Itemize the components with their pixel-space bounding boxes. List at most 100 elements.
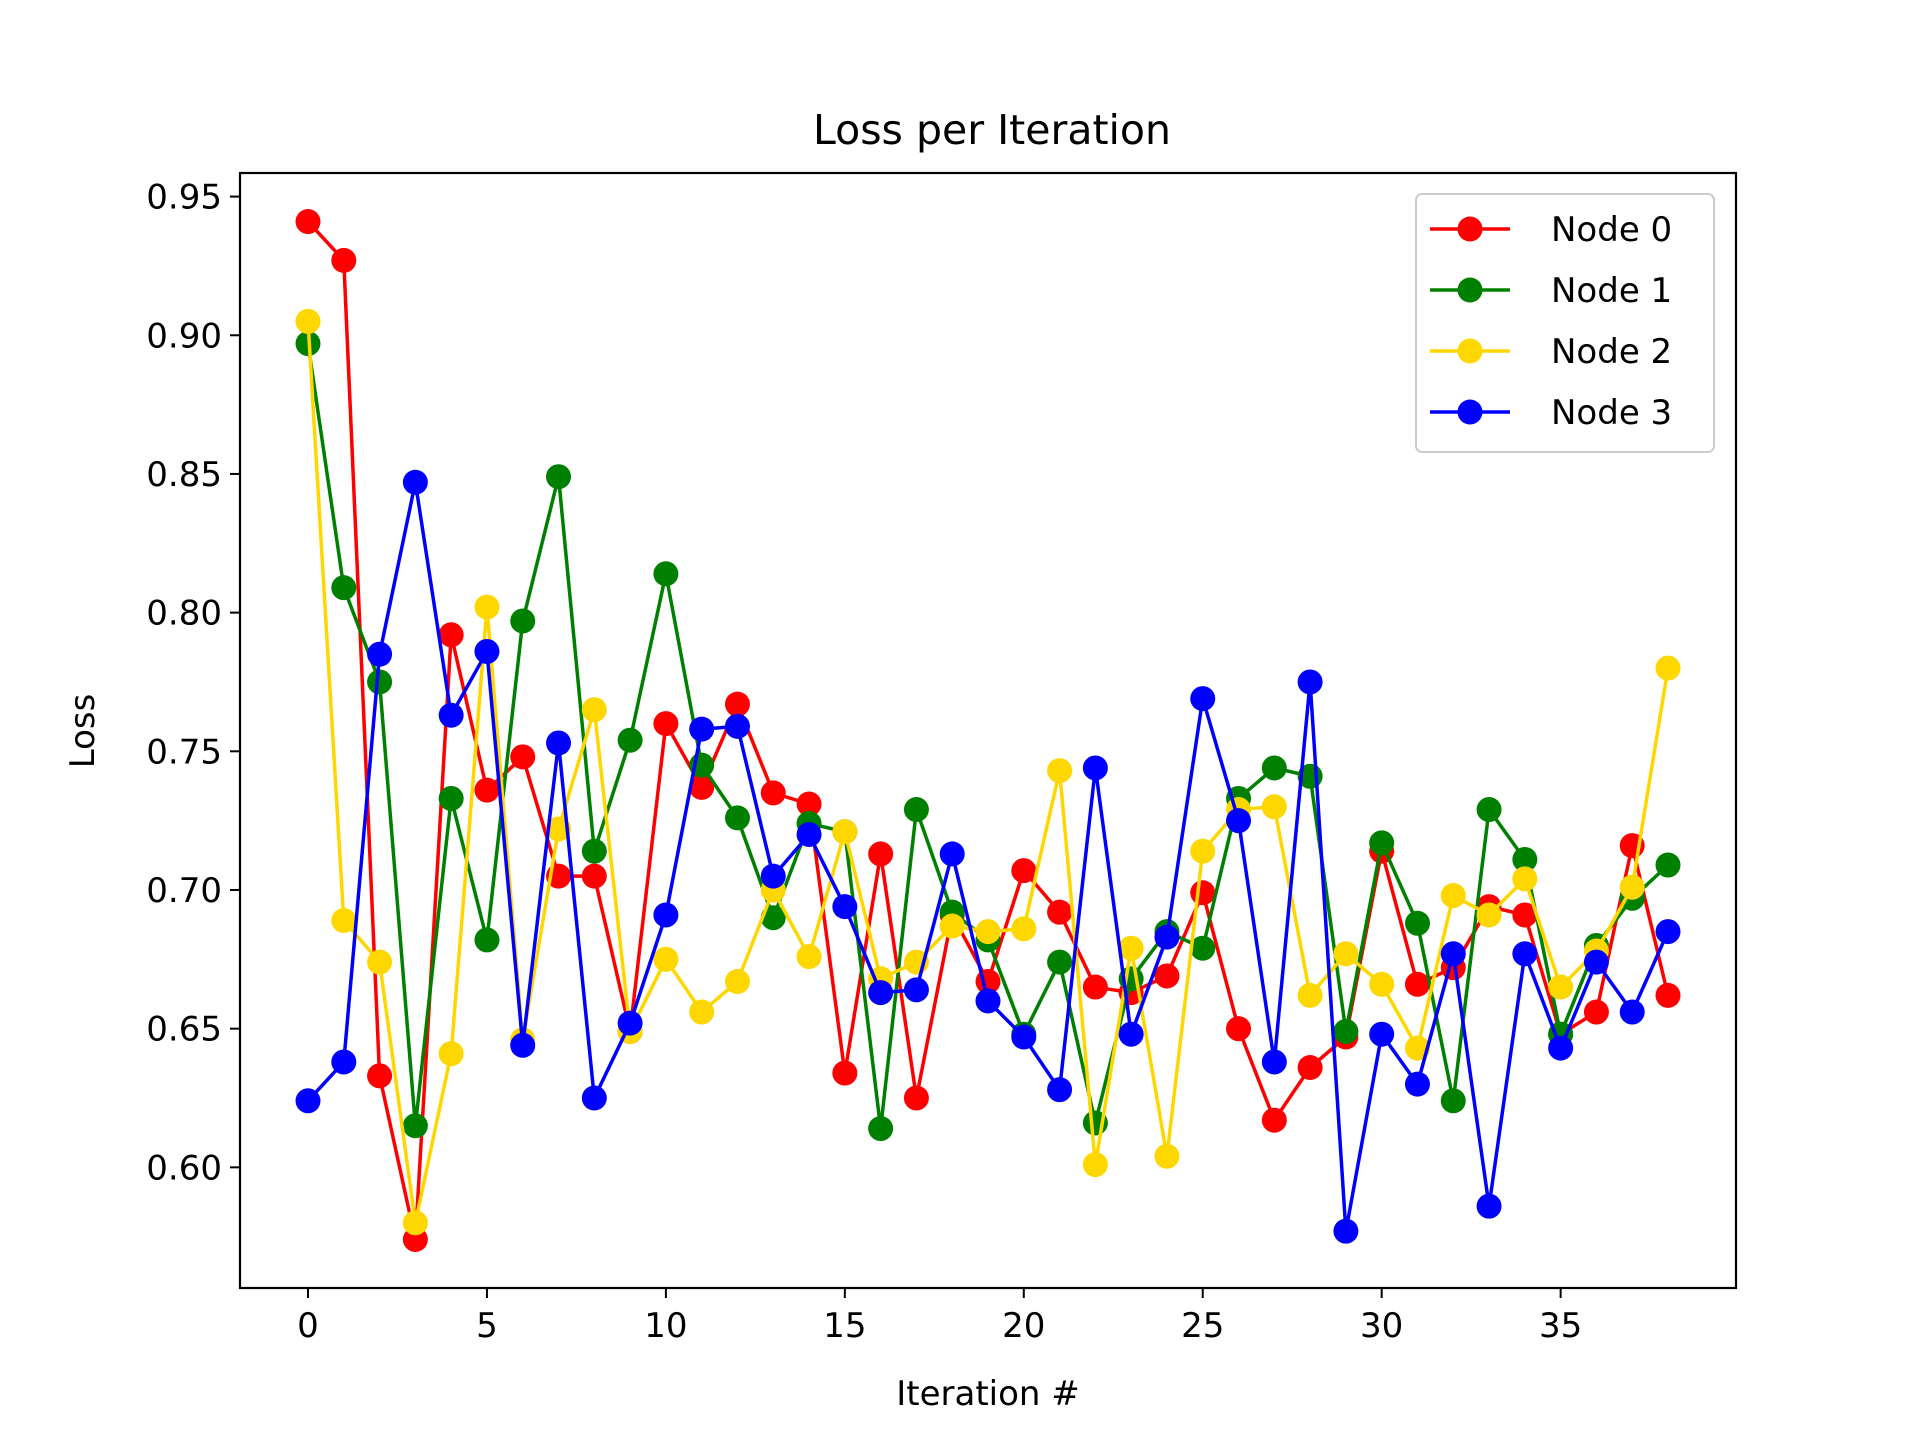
y-tick-label: 0.95 [146,178,222,218]
data-point [1226,808,1252,834]
data-point [1297,982,1323,1008]
data-point [1226,1016,1252,1042]
data-point [653,902,679,928]
data-point [581,1085,607,1111]
data-point [760,905,786,931]
data-point [1440,1088,1466,1114]
data-point [367,669,393,695]
data-point [1082,974,1108,1000]
data-point [474,927,500,953]
y-tick-label: 0.65 [146,1010,222,1050]
data-point [1619,874,1645,900]
data-point [1333,1218,1359,1244]
data-point [1404,971,1430,997]
plot-area [295,209,1681,1252]
x-tick-label: 5 [476,1306,498,1346]
data-point [295,1088,321,1114]
data-point [367,949,393,975]
data-point [1369,971,1395,997]
data-point [1047,1077,1073,1103]
data-point [1476,1193,1502,1219]
data-point [331,1049,357,1075]
data-point [367,1063,393,1089]
data-point [1154,1143,1180,1169]
x-tick-label: 20 [1002,1306,1045,1346]
legend-label: Node 0 [1551,210,1672,250]
data-point [868,1116,894,1142]
data-point [1655,919,1681,945]
data-point [1548,1035,1574,1061]
data-point [1440,941,1466,967]
data-point [1404,1071,1430,1097]
data-point [1548,974,1574,1000]
data-point [653,711,679,737]
data-point [1261,755,1287,781]
data-point [724,691,750,717]
x-tick-label: 35 [1539,1306,1582,1346]
data-point [1512,866,1538,892]
data-point [903,977,929,1003]
data-point [1404,1035,1430,1061]
data-point [546,464,572,490]
data-point [796,791,822,817]
data-point [402,469,428,495]
x-tick-label: 30 [1360,1306,1403,1346]
data-point [760,780,786,806]
legend-label: Node 1 [1551,271,1672,311]
data-point [903,1085,929,1111]
data-point [1261,1049,1287,1075]
chart-title: Loss per Iteration [813,106,1171,154]
data-point [510,1032,536,1058]
y-tick-label: 0.70 [146,871,222,911]
data-point [581,863,607,889]
data-point [331,907,357,933]
y-tick-label: 0.75 [146,732,222,772]
data-point [1583,949,1609,975]
data-point [1297,669,1323,695]
data-point [1583,999,1609,1025]
data-point [796,822,822,848]
data-point [1047,758,1073,784]
legend-marker [1457,338,1483,364]
data-point [1655,655,1681,681]
data-point [1440,883,1466,909]
data-point [903,797,929,823]
data-point [724,713,750,739]
x-axis: 0 5 10 15 20 25 30 35 [297,1288,1582,1346]
data-point [1118,935,1144,961]
x-tick-label: 0 [297,1306,319,1346]
data-point [1476,902,1502,928]
data-point [1190,880,1216,906]
data-point [975,919,1001,945]
data-point [1512,941,1538,967]
data-point [1011,916,1037,942]
legend-marker [1457,277,1483,303]
data-point [546,730,572,756]
data-point [939,913,965,939]
data-point [1118,1021,1144,1047]
y-tick-label: 0.90 [146,316,222,356]
data-point [1082,1152,1108,1178]
data-point [1261,1107,1287,1133]
data-point [331,247,357,273]
data-point [689,716,715,742]
data-point [474,594,500,620]
data-point [868,980,894,1006]
y-tick-label: 0.60 [146,1148,222,1188]
data-point [1512,846,1538,872]
data-point [868,841,894,867]
data-point [581,838,607,864]
data-point [653,946,679,972]
data-point [438,785,464,811]
y-tick-label: 0.80 [146,594,222,634]
data-point [1047,949,1073,975]
data-point [510,744,536,770]
data-point [724,969,750,995]
legend-label: Node 3 [1551,393,1672,433]
data-point [617,727,643,753]
data-point [1369,830,1395,856]
plot-frame [238,171,1738,1290]
legend-label: Node 2 [1551,332,1672,372]
data-point [474,777,500,803]
